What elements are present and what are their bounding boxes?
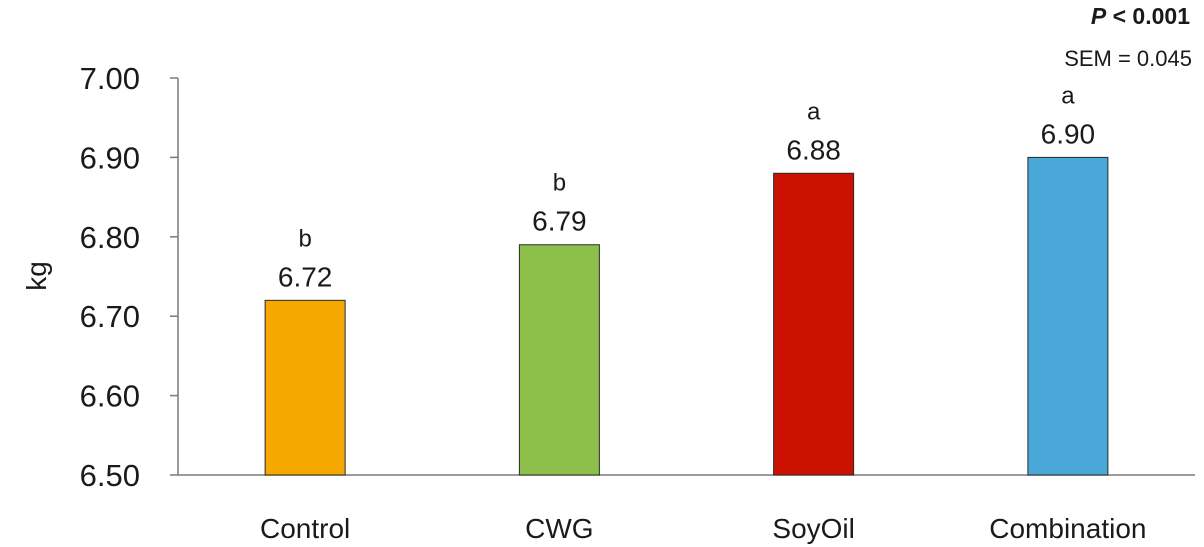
bar-cwg: [518, 244, 600, 476]
y-tick-label: 6.50: [80, 458, 140, 493]
significance-letter: a: [1061, 82, 1075, 109]
bar-value-label: 6.90: [1041, 118, 1096, 149]
y-axis-label: kg: [21, 261, 52, 291]
axes: 6.50 6.60 6.70 6.80 6.90 7.00: [80, 61, 1195, 493]
x-category-label: CWG: [525, 513, 593, 544]
bar-value-label: 6.79: [532, 206, 587, 237]
bar-control: [264, 299, 346, 476]
y-tick-label: 6.90: [80, 140, 140, 175]
x-category-label: Combination: [989, 513, 1146, 544]
bar-value-label: 6.72: [278, 261, 333, 292]
p-value-text: < 0.001: [1106, 3, 1190, 29]
p-symbol: P: [1091, 3, 1107, 29]
p-value-annotation: P < 0.001: [1091, 3, 1190, 29]
x-category-label: SoyOil: [772, 513, 854, 544]
bar-value-label: 6.88: [786, 134, 841, 165]
y-tick-label: 6.60: [80, 379, 140, 414]
x-category-label: Control: [260, 513, 350, 544]
bars: 6.72 b Control 6.79 b CWG 6.88 a SoyOil 6.90 a Comb…: [260, 82, 1146, 544]
y-tick-label: 7.00: [80, 61, 140, 96]
significance-letter: b: [298, 225, 311, 252]
significance-letter: a: [807, 98, 821, 125]
y-tick-label: 6.70: [80, 299, 140, 334]
bar-soyoil: [773, 172, 855, 476]
significance-letter: b: [553, 170, 566, 197]
sem-annotation: SEM = 0.045: [1064, 46, 1192, 71]
bar-combination: [1027, 156, 1109, 476]
y-tick-label: 6.80: [80, 220, 140, 255]
